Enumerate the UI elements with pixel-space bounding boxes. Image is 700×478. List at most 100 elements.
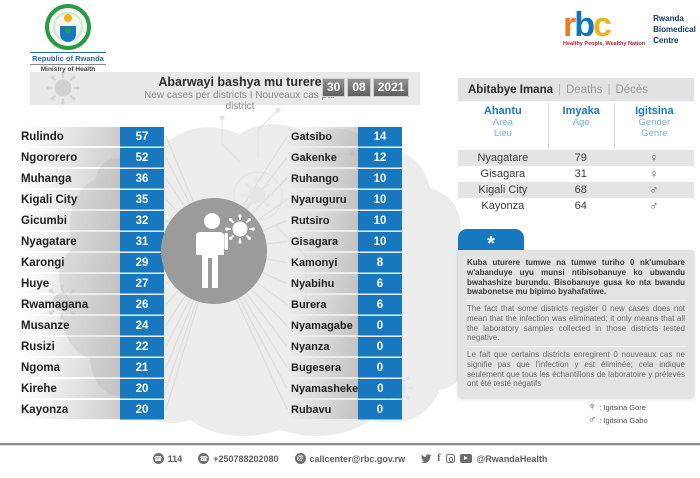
- death-gender-symbol: ♂: [649, 183, 659, 197]
- column-label-en: Area: [492, 117, 513, 128]
- male-icon: ♂: [588, 414, 597, 426]
- district-row: Ngoma 21: [18, 358, 164, 377]
- district-case-count: 10: [358, 211, 402, 230]
- district-row: Ruhango 10: [288, 169, 402, 188]
- district-list-right: Gatsibo 14 Gakenke 12 Ruhango 10 Nyarugu…: [288, 127, 403, 421]
- district-name: Karongi: [18, 253, 120, 272]
- deaths-panel-header: Abitabye Imana | Deaths | Décès: [458, 78, 694, 101]
- district-name: Ngoma: [18, 358, 120, 377]
- virus-icon: [225, 214, 255, 244]
- social-media: f @RwandaHealth: [421, 453, 547, 464]
- district-row: Musanze 24: [18, 316, 164, 335]
- note-text-fr: Le fait que certains districts enregiren…: [467, 346, 685, 392]
- district-name: Muhanga: [18, 169, 120, 188]
- district-case-count: 14: [358, 127, 402, 146]
- death-area: Nyagatare: [477, 152, 529, 164]
- email-contact: @ callcenter@rbc.gov.rw: [294, 453, 406, 464]
- district-case-count: 21: [120, 358, 164, 377]
- social-handle: @RwandaHealth: [476, 453, 548, 464]
- death-gender-symbol: ♂: [649, 199, 659, 213]
- deaths-table-row: Gisagara 31 ♀: [458, 166, 694, 182]
- rbc-tagline: Healthy People, Wealthy Nation: [563, 41, 646, 47]
- death-area: Kigali City: [478, 184, 528, 196]
- district-case-count: 35: [120, 190, 164, 209]
- deaths-title-rw: Abitabye Imana: [468, 83, 553, 96]
- hotline-number: 114: [167, 453, 183, 464]
- district-case-count: 29: [120, 253, 164, 272]
- twitter-icon: [421, 453, 432, 463]
- district-row: Nyabihu 6: [288, 274, 402, 293]
- rbc-letters: rbc: [563, 8, 645, 42]
- district-name: Kigali City: [18, 190, 120, 209]
- district-case-count: 20: [120, 379, 164, 398]
- district-name: Rutsiro: [288, 211, 358, 230]
- district-row: Gisagara 10: [288, 232, 402, 251]
- rbc-name-line2: Biomedical: [653, 24, 696, 34]
- district-row: Rulindo 57: [18, 127, 164, 146]
- date-year: 2021: [372, 78, 410, 97]
- district-name: Nyamagabe: [288, 316, 358, 335]
- district-row: Nyanza 0: [288, 337, 402, 356]
- district-name: Kamonyi: [288, 253, 358, 272]
- decor-virus-icon: [240, 178, 274, 212]
- death-age: 64: [574, 200, 587, 212]
- separator: |: [607, 83, 611, 96]
- deaths-title-en: Deaths: [566, 83, 603, 96]
- column-label-rw: Igitsina: [635, 105, 674, 117]
- district-case-count: 57: [120, 127, 164, 146]
- rbc-letter-b: b: [574, 6, 595, 44]
- district-name: Ngororero: [18, 148, 120, 167]
- district-row: Rutsiro 10: [288, 211, 402, 230]
- facebook-icon: f: [437, 453, 441, 464]
- district-name: Rubavu: [288, 400, 358, 419]
- rbc-letter-r: r: [563, 6, 576, 44]
- death-area: Kayonza: [481, 200, 525, 212]
- death-age: 79: [574, 152, 587, 164]
- column-label-rw: Ahantu: [483, 105, 522, 117]
- district-case-count: 0: [358, 400, 402, 419]
- district-row: Bugesera 0: [288, 358, 402, 377]
- district-row: Burera 6: [288, 295, 402, 314]
- district-case-count: 52: [120, 148, 164, 167]
- legend-male-label: : Igitsina Gabo: [599, 415, 648, 425]
- note-box: Kuba uturere tumwe na tumwe turiho 0 nk'…: [458, 250, 694, 398]
- district-case-count: 31: [120, 232, 164, 251]
- deaths-column-headers: Ahantu Area Lieu Imyaka Age Igitsina Gen…: [458, 103, 694, 149]
- district-case-count: 0: [358, 379, 403, 398]
- district-row: Rwamagana 26: [18, 295, 164, 314]
- youtube-icon: [459, 454, 472, 463]
- deaths-column-header: Imyaka Age: [547, 103, 614, 149]
- district-name: Nyaruguru: [288, 190, 358, 209]
- district-name: Rulindo: [18, 127, 120, 146]
- district-name: Gicumbi: [18, 211, 120, 230]
- district-case-count: 0: [358, 358, 402, 377]
- date-day: 30: [322, 78, 346, 97]
- legend-female-label: : Igitsina Gore: [599, 402, 646, 412]
- phone-icon: ☎: [152, 453, 164, 464]
- district-case-count: 10: [358, 169, 402, 188]
- rbc-wordmark: rbc Healthy People, Wealthy Nation: [563, 8, 646, 47]
- district-case-count: 32: [120, 211, 164, 230]
- district-case-count: 6: [358, 295, 402, 314]
- district-row: Nyaruguru 10: [288, 190, 402, 209]
- gov-logo-country: Republic of Rwanda: [30, 52, 106, 63]
- rbc-name: Rwanda Biomedical Centre: [653, 10, 696, 46]
- note-text-en: The fact that some districts register 0 …: [467, 300, 685, 346]
- district-case-count: 27: [120, 274, 164, 293]
- district-name: Gisagara: [288, 232, 358, 251]
- district-name: Ruhango: [288, 169, 358, 188]
- district-case-count: 0: [358, 316, 402, 335]
- rbc-logo: rbc Healthy People, Wealthy Nation Rwand…: [563, 8, 696, 47]
- death-gender-symbol: ♀: [649, 167, 659, 181]
- district-case-count: 26: [120, 295, 164, 314]
- district-name: Rusizi: [18, 337, 120, 356]
- header-strip: Abarwayi bashya mu turere New cases per …: [30, 71, 420, 112]
- district-row: Kirehe 20: [18, 379, 164, 398]
- district-case-count: 22: [120, 337, 164, 356]
- government-logo: Republic of Rwanda Ministry of Health: [30, 4, 106, 73]
- district-name: Rwamagana: [18, 295, 120, 314]
- footer-contacts: ☎ 114 ☎ +250788202080 @ callcenter@rbc.g…: [0, 453, 700, 464]
- district-row: Rusizi 22: [18, 337, 164, 356]
- email-address: callcenter@rbc.gov.rw: [309, 453, 406, 464]
- rwanda-coat-of-arms-icon: [45, 4, 91, 50]
